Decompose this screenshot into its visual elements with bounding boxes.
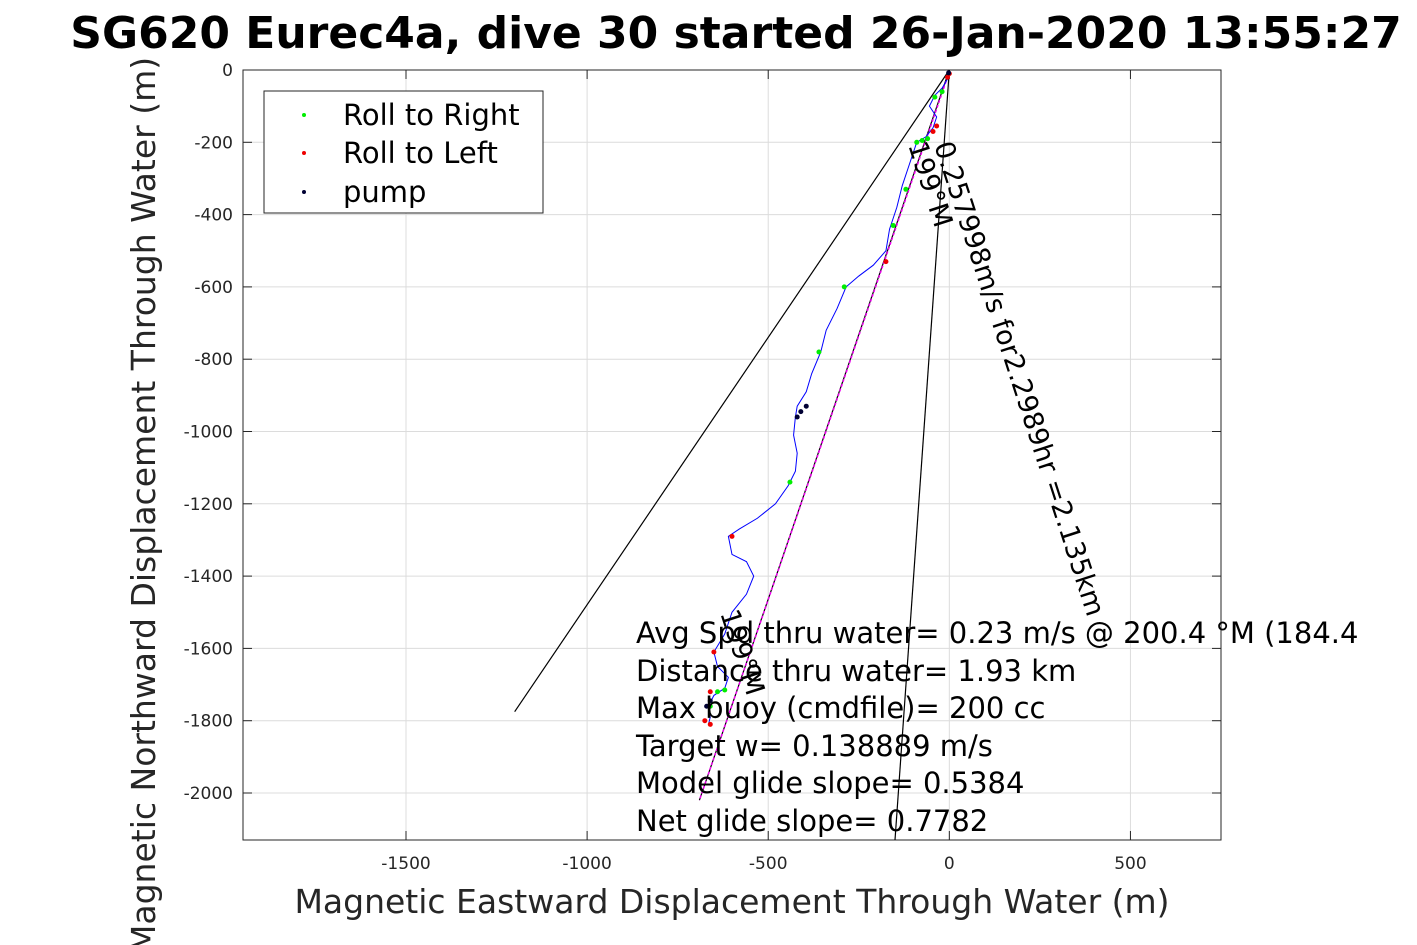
- roll-left-point: [945, 74, 951, 80]
- pump-point: [704, 703, 710, 709]
- y-axis-label: Magnetic Northward Displacement Through …: [124, 57, 163, 945]
- annotation-avg-speed: Avg Spd thru water= 0.23 m/s @ 200.4 °M …: [636, 616, 1358, 650]
- current-line: [698, 71, 951, 801]
- pump-point: [794, 414, 800, 420]
- annotation-distance: Distance thru water= 1.93 km: [636, 654, 1076, 688]
- roll-right-point: [841, 284, 847, 290]
- pump-point: [946, 70, 952, 76]
- roll-left-point: [729, 533, 735, 539]
- roll-right-point: [816, 349, 822, 355]
- roll-right-point: [914, 139, 920, 145]
- annotation-model-glide: Model glide slope= 0.5384: [636, 766, 1024, 800]
- roll-left-point: [711, 649, 717, 655]
- y-tick-label: -1200: [184, 495, 233, 515]
- y-tick-label: -600: [194, 278, 233, 298]
- annotation-target-w: Target w= 0.138889 m/s: [635, 729, 993, 763]
- y-tick-label: -1400: [184, 567, 233, 587]
- x-tick-label: -1500: [381, 854, 430, 874]
- legend-label-roll-right: Roll to Right: [343, 98, 520, 132]
- pump-point: [803, 403, 809, 409]
- legend-swatch-pump: [302, 190, 306, 194]
- cone-line: [514, 69, 950, 713]
- y-tick-label: -2000: [184, 784, 233, 804]
- x-tick-label: -500: [749, 854, 788, 874]
- chart-title: SG620 Eurec4a, dive 30 started 26-Jan-20…: [70, 8, 1401, 59]
- legend-label-roll-left: Roll to Left: [343, 136, 498, 170]
- roll-right-point: [890, 222, 896, 228]
- roll-left-point: [930, 128, 936, 134]
- x-tick-label: 0: [944, 854, 955, 874]
- y-tick-label: -400: [194, 206, 233, 226]
- y-tick-label: -1600: [184, 639, 233, 659]
- legend: Roll to Right Roll to Left pump: [263, 90, 544, 214]
- roll-right-point: [939, 89, 945, 95]
- x-tick-label: -1000: [562, 854, 611, 874]
- roll-right-point: [715, 689, 721, 695]
- roll-right-point: [707, 703, 713, 709]
- annotation-block: Avg Spd thru water= 0.23 m/s @ 200.4 °M …: [635, 616, 1358, 838]
- rotated-labels: 0.257998m/s for2.2989hr =2.135km 199°M 1…: [713, 138, 1110, 700]
- y-tick-label: -1800: [184, 712, 233, 732]
- legend-swatch-roll-left: [302, 151, 306, 155]
- y-tick-label: -200: [194, 133, 233, 153]
- x-tick-label: 500: [1114, 854, 1146, 874]
- annotation-max-buoy: Max buoy (cmdfile)= 200 cc: [636, 691, 1045, 725]
- data-marks: [514, 69, 952, 841]
- pump-point: [798, 409, 804, 415]
- roll-right-point: [925, 136, 931, 142]
- cone-line: [894, 69, 950, 841]
- y-tick-label: -800: [194, 350, 233, 370]
- roll-right-point: [787, 479, 793, 485]
- roll-right-point: [932, 94, 938, 100]
- y-tick-label: -1000: [184, 423, 233, 443]
- axes-box: [242, 69, 1222, 841]
- y-tick-label: 0: [222, 61, 233, 81]
- x-axis-label: Magnetic Eastward Displacement Through W…: [294, 882, 1169, 921]
- roll-left-point: [702, 718, 708, 724]
- legend-box: [263, 90, 544, 214]
- legend-swatch-roll-right: [302, 113, 306, 117]
- roll-right-point: [919, 137, 925, 143]
- roll-right-point: [903, 186, 909, 192]
- roll-left-point: [883, 259, 889, 265]
- roll-left-point: [934, 123, 940, 129]
- pump-point: [707, 698, 713, 704]
- roll-right-point: [722, 687, 728, 693]
- axis-ticks: -1500 -1000 -500 0 500 0 -200 -400 -600 -800 -1000…: [184, 61, 1221, 874]
- roll-left-point: [707, 689, 713, 695]
- legend-label-pump: pump: [343, 175, 426, 209]
- roll-left-point: [707, 721, 713, 727]
- annotation-net-glide: Net glide slope= 0.7782: [636, 804, 988, 838]
